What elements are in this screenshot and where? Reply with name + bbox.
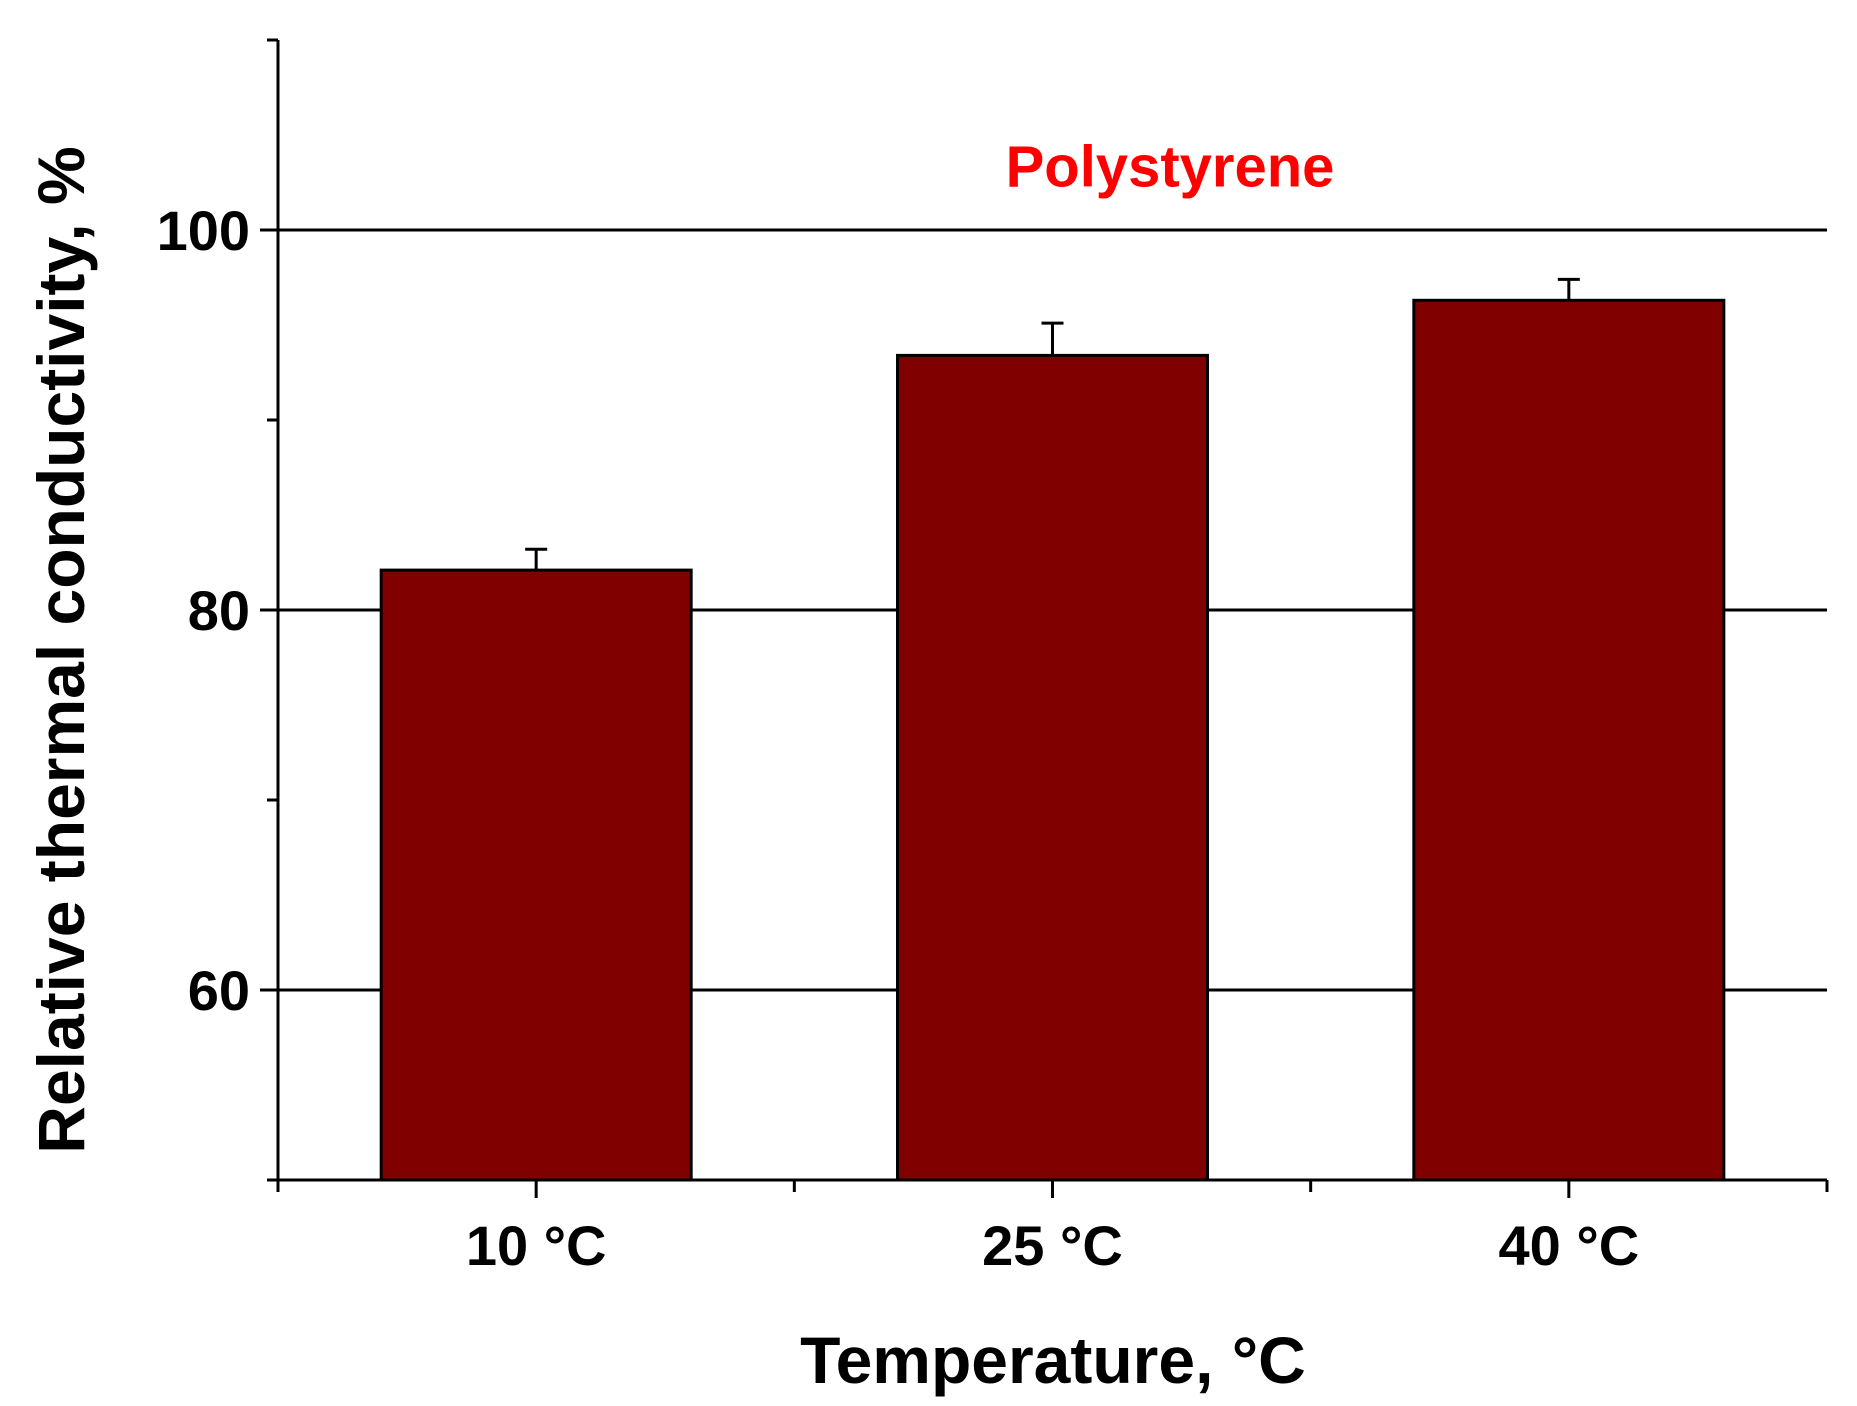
x-tick-label: 10 °C [466, 1214, 607, 1277]
bar [896, 353, 1209, 1182]
tick-labels: 10 °C 25 °C 40 °C 60 80 100 [157, 199, 1640, 1277]
y-tick-label: 80 [188, 579, 250, 642]
error-bars [525, 277, 1580, 571]
x-tick-label: 40 °C [1498, 1214, 1639, 1277]
x-tick-label: 25 °C [982, 1214, 1123, 1277]
y-tick-label: 60 [188, 959, 250, 1022]
y-axis-title: Relative thermal conductivity, % [24, 146, 98, 1153]
bar [1412, 298, 1726, 1182]
bar [379, 568, 693, 1182]
axes [260, 38, 1829, 1198]
y-tick-label: 100 [157, 199, 250, 262]
bars [379, 298, 1726, 1182]
polystyrene-annotation: Polystyrene [1006, 134, 1335, 199]
x-axis-title: Temperature, °C [800, 1323, 1306, 1397]
